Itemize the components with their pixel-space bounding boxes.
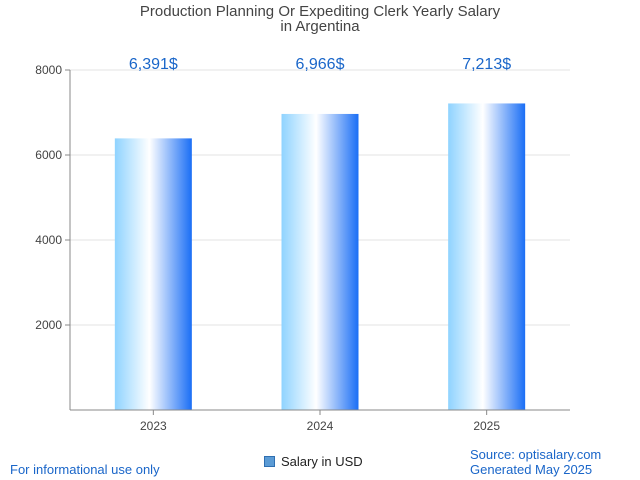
generated-text: Generated May 2025 bbox=[470, 462, 593, 477]
bar-2023 bbox=[114, 138, 192, 410]
source-text: Source: optisalary.com bbox=[470, 447, 602, 462]
chart-title-line-1: Production Planning Or Expediting Clerk … bbox=[139, 3, 501, 20]
source-info: Source: optisalary.com Generated May 202… bbox=[470, 447, 601, 477]
x-tick-label: 2024 bbox=[307, 419, 334, 433]
legend: Salary in USD bbox=[264, 451, 363, 471]
bar-2024 bbox=[281, 113, 359, 410]
data-label: 6,966$ bbox=[296, 56, 345, 73]
chart-title: Production Planning Or Expediting Clerk … bbox=[0, 4, 640, 34]
y-tick-label: 8000 bbox=[35, 63, 62, 77]
y-tick-label: 6000 bbox=[35, 148, 62, 162]
chart-title-line-2: in Argentina bbox=[280, 18, 360, 35]
x-tick-label: 2023 bbox=[140, 419, 167, 433]
data-label: 6,391$ bbox=[129, 56, 178, 73]
bar-2025 bbox=[448, 103, 526, 410]
legend-swatch bbox=[264, 455, 275, 467]
y-tick-label: 2000 bbox=[35, 318, 62, 332]
y-tick-label: 4000 bbox=[35, 233, 62, 247]
x-tick-label: 2025 bbox=[473, 419, 500, 433]
legend-label: Salary in USD bbox=[281, 453, 363, 469]
disclaimer-text: For informational use only bbox=[10, 462, 160, 477]
data-label: 7,213$ bbox=[462, 56, 511, 73]
